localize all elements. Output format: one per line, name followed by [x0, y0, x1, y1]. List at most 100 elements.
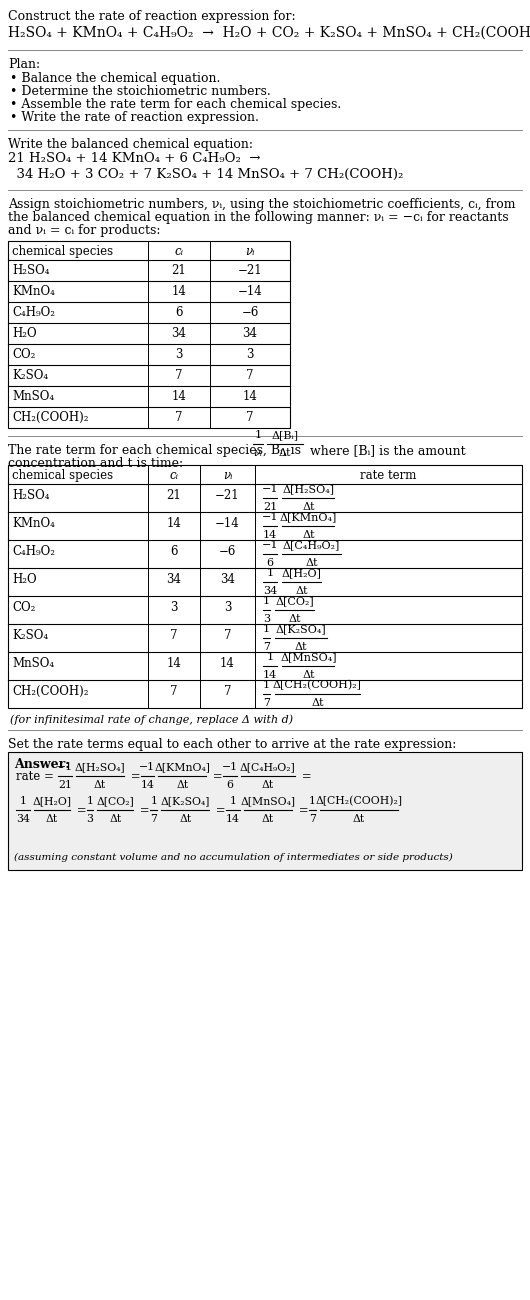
- Text: Δt: Δt: [296, 586, 308, 595]
- Text: 6: 6: [267, 558, 274, 568]
- Text: 14: 14: [140, 780, 154, 790]
- Text: Δt: Δt: [305, 558, 318, 568]
- Text: Δ[C₄H₉O₂]: Δ[C₄H₉O₂]: [283, 540, 340, 550]
- Text: Δt: Δt: [279, 447, 291, 458]
- Text: 7: 7: [175, 411, 183, 424]
- Text: −1: −1: [262, 540, 278, 550]
- Text: • Assemble the rate term for each chemical species.: • Assemble the rate term for each chemic…: [10, 98, 341, 111]
- Text: =: =: [209, 770, 223, 783]
- Text: Δt: Δt: [302, 502, 315, 512]
- Text: KMnO₄: KMnO₄: [12, 285, 55, 298]
- Text: rate =: rate =: [16, 770, 58, 783]
- Text: H₂O: H₂O: [12, 573, 37, 586]
- Text: =: =: [127, 770, 140, 783]
- Text: (for infinitesimal rate of change, replace Δ with d): (for infinitesimal rate of change, repla…: [10, 714, 293, 724]
- Text: νᵢ: νᵢ: [253, 447, 262, 458]
- Text: νᵢ: νᵢ: [245, 244, 255, 257]
- Text: Δ[CH₂(COOH)₂]: Δ[CH₂(COOH)₂]: [273, 680, 362, 690]
- Text: 14: 14: [263, 670, 277, 680]
- Text: 7: 7: [263, 698, 270, 708]
- Text: Δt: Δt: [288, 614, 301, 624]
- Text: concentration and t is time:: concentration and t is time:: [8, 458, 183, 471]
- Text: =: =: [295, 803, 308, 816]
- Text: Δt: Δt: [302, 530, 315, 540]
- Text: cᵢ: cᵢ: [174, 244, 183, 257]
- Text: 6: 6: [170, 545, 178, 558]
- Text: Δ[H₂SO₄]: Δ[H₂SO₄]: [74, 762, 125, 772]
- Text: 1: 1: [263, 680, 270, 690]
- Text: Δ[H₂O]: Δ[H₂O]: [32, 796, 71, 806]
- Text: 3: 3: [175, 348, 183, 361]
- Text: Write the balanced chemical equation:: Write the balanced chemical equation:: [8, 138, 253, 151]
- Text: 1: 1: [151, 796, 157, 806]
- Text: 14: 14: [243, 390, 258, 403]
- Text: 3: 3: [246, 348, 254, 361]
- Text: νᵢ: νᵢ: [223, 469, 232, 482]
- Text: 3: 3: [224, 601, 231, 614]
- Text: 7: 7: [246, 369, 254, 382]
- Text: −14: −14: [215, 517, 240, 530]
- Text: −21: −21: [215, 489, 240, 502]
- Text: Answer:: Answer:: [14, 758, 70, 771]
- Text: rate term: rate term: [360, 469, 417, 482]
- Text: Δt: Δt: [179, 814, 191, 824]
- Text: 21 H₂SO₄ + 14 KMnO₄ + 6 C₄H₉O₂  →: 21 H₂SO₄ + 14 KMnO₄ + 6 C₄H₉O₂ →: [8, 152, 261, 165]
- Text: 21: 21: [58, 780, 72, 790]
- Text: 1: 1: [263, 624, 270, 634]
- Text: cᵢ: cᵢ: [170, 469, 179, 482]
- Text: −6: −6: [241, 306, 259, 318]
- Text: 1: 1: [267, 653, 274, 662]
- Text: Δt: Δt: [295, 642, 307, 653]
- Text: 3: 3: [86, 814, 93, 824]
- Text: 6: 6: [226, 780, 234, 790]
- Text: 1: 1: [263, 595, 270, 606]
- Text: 7: 7: [175, 369, 183, 382]
- Text: Δ[CO₂]: Δ[CO₂]: [275, 595, 314, 606]
- Text: 1: 1: [267, 568, 274, 578]
- Text: C₄H₉O₂: C₄H₉O₂: [12, 306, 55, 318]
- Text: Δt: Δt: [93, 780, 105, 790]
- Text: 21: 21: [263, 502, 277, 512]
- Text: Δ[KMnO₄]: Δ[KMnO₄]: [280, 512, 337, 523]
- Text: −1: −1: [57, 762, 73, 772]
- Text: 34: 34: [16, 814, 30, 824]
- Text: Set the rate terms equal to each other to arrive at the rate expression:: Set the rate terms equal to each other t…: [8, 738, 456, 751]
- Text: H₂SO₄: H₂SO₄: [12, 489, 49, 502]
- Text: (assuming constant volume and no accumulation of intermediates or side products): (assuming constant volume and no accumul…: [14, 853, 453, 862]
- Text: 21: 21: [172, 264, 187, 277]
- Text: Δ[Bᵢ]: Δ[Bᵢ]: [271, 430, 298, 441]
- Text: Δt: Δt: [46, 814, 58, 824]
- Text: MnSO₄: MnSO₄: [12, 390, 54, 403]
- Text: MnSO₄: MnSO₄: [12, 656, 54, 670]
- Text: 7: 7: [224, 629, 231, 642]
- Text: and νᵢ = cᵢ for products:: and νᵢ = cᵢ for products:: [8, 224, 161, 237]
- Text: 34: 34: [172, 328, 187, 341]
- Text: 1: 1: [254, 430, 261, 441]
- Text: 14: 14: [166, 656, 181, 670]
- Text: −21: −21: [237, 264, 262, 277]
- Text: 34: 34: [166, 573, 181, 586]
- Text: 21: 21: [166, 489, 181, 502]
- Text: 7: 7: [151, 814, 157, 824]
- Text: =: =: [298, 770, 312, 783]
- Text: 7: 7: [309, 814, 316, 824]
- Text: =: =: [73, 803, 86, 816]
- Text: =: =: [136, 803, 150, 816]
- Text: Δ[CO₂]: Δ[CO₂]: [96, 796, 134, 806]
- Text: Δ[K₂SO₄]: Δ[K₂SO₄]: [161, 796, 210, 806]
- Text: 3: 3: [263, 614, 270, 624]
- Text: 34: 34: [220, 573, 235, 586]
- Text: Assign stoichiometric numbers, νᵢ, using the stoichiometric coefficients, cᵢ, fr: Assign stoichiometric numbers, νᵢ, using…: [8, 198, 516, 211]
- Text: KMnO₄: KMnO₄: [12, 517, 55, 530]
- Text: • Write the rate of reaction expression.: • Write the rate of reaction expression.: [10, 111, 259, 124]
- Text: −1: −1: [262, 512, 278, 523]
- Text: 14: 14: [263, 530, 277, 540]
- Text: Δ[MnSO₄]: Δ[MnSO₄]: [240, 796, 295, 806]
- Text: • Balance the chemical equation.: • Balance the chemical equation.: [10, 72, 220, 84]
- Text: 7: 7: [224, 685, 231, 698]
- Text: −6: −6: [219, 545, 236, 558]
- Text: Δ[H₂O]: Δ[H₂O]: [282, 568, 322, 578]
- Text: =: =: [212, 803, 226, 816]
- Text: H₂SO₄: H₂SO₄: [12, 264, 49, 277]
- Text: chemical species: chemical species: [12, 244, 113, 257]
